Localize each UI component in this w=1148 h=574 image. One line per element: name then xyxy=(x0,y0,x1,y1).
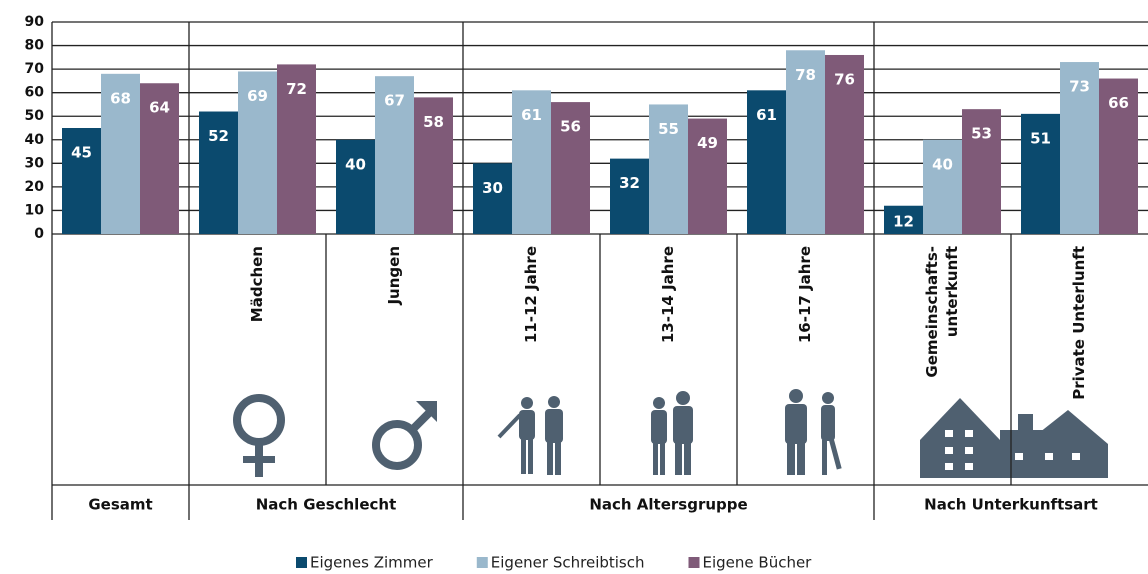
x-tick-label: Private Unterlunft xyxy=(1070,246,1088,400)
bar xyxy=(140,83,179,234)
legend-swatch xyxy=(296,557,307,568)
legend-label: Eigener Schreibtisch xyxy=(491,554,645,572)
value-label: 66 xyxy=(1108,94,1129,112)
group-label: Nach Geschlecht xyxy=(256,496,397,514)
y-tick-label: 90 xyxy=(25,14,45,30)
bar xyxy=(1099,78,1138,235)
bar xyxy=(199,111,238,234)
value-label: 32 xyxy=(619,174,640,192)
value-label: 30 xyxy=(482,179,503,197)
group-label: Gesamt xyxy=(88,496,152,514)
x-tick-label: 13-14 Jahre xyxy=(659,246,677,343)
bar xyxy=(1021,113,1060,234)
y-tick-label: 0 xyxy=(34,226,44,242)
bar xyxy=(62,128,101,234)
y-tick-label: 30 xyxy=(25,155,45,171)
legend-label: Eigenes Zimmer xyxy=(310,554,434,572)
y-tick-label: 50 xyxy=(25,108,45,124)
value-label: 12 xyxy=(893,213,914,231)
y-tick-label: 20 xyxy=(25,179,45,195)
x-tick-label: Gemeinschafts- xyxy=(923,246,941,378)
bar xyxy=(649,104,688,234)
y-tick-label: 10 xyxy=(25,202,45,218)
value-label: 61 xyxy=(521,106,542,124)
value-label: 69 xyxy=(247,87,268,105)
bar xyxy=(962,109,1001,234)
x-tick-label: 11-12 Jahre xyxy=(522,246,540,343)
bar xyxy=(786,50,825,235)
male-icon xyxy=(372,401,437,470)
x-tick-label: Mädchen xyxy=(248,246,266,322)
x-tick-label: 16-17 Jahre xyxy=(796,246,814,343)
bar xyxy=(747,90,786,234)
value-label: 67 xyxy=(384,92,405,110)
value-label: 68 xyxy=(110,89,131,107)
y-tick-label: 80 xyxy=(25,38,45,54)
female-icon xyxy=(233,394,285,477)
y-tick-label: 40 xyxy=(25,132,45,148)
people-icons xyxy=(497,389,842,475)
value-label: 52 xyxy=(208,127,229,145)
bar xyxy=(512,90,551,234)
bar xyxy=(277,64,316,235)
value-label: 40 xyxy=(345,155,366,173)
value-label: 58 xyxy=(423,113,444,131)
bar xyxy=(551,102,590,234)
bar xyxy=(473,163,512,234)
value-label: 72 xyxy=(286,80,307,98)
bar xyxy=(414,97,453,234)
value-label: 73 xyxy=(1069,78,1090,96)
bar xyxy=(1060,62,1099,234)
legend-swatch xyxy=(476,557,488,568)
value-label: 55 xyxy=(658,120,679,138)
y-tick-label: 70 xyxy=(25,61,45,77)
bar xyxy=(375,76,414,234)
group-label: Nach Unterkunftsart xyxy=(924,496,1098,514)
bar xyxy=(101,73,140,234)
value-label: 76 xyxy=(834,70,855,88)
value-label: 40 xyxy=(932,155,953,173)
value-label: 49 xyxy=(697,134,718,152)
bar xyxy=(923,139,962,234)
y-tick-label: 60 xyxy=(25,85,45,101)
bar xyxy=(238,71,277,234)
bar xyxy=(610,158,649,234)
bar xyxy=(688,118,727,234)
value-label: 61 xyxy=(756,106,777,124)
value-label: 45 xyxy=(71,144,92,162)
value-label: 64 xyxy=(149,99,170,117)
x-tick-label: unterkunft xyxy=(943,246,961,337)
bar xyxy=(825,54,864,234)
bar xyxy=(884,205,923,234)
value-label: 56 xyxy=(560,118,581,136)
legend-label: Eigene Bücher xyxy=(703,554,813,572)
value-label: 51 xyxy=(1030,129,1051,147)
value-label: 78 xyxy=(795,66,816,84)
icons xyxy=(233,389,1108,478)
house-icon xyxy=(920,398,1108,478)
value-label: 53 xyxy=(971,125,992,143)
bar xyxy=(336,139,375,234)
group-label: Nach Altersgruppe xyxy=(589,496,747,514)
x-tick-label: Jungen xyxy=(385,246,403,306)
legend-swatch xyxy=(688,557,700,568)
